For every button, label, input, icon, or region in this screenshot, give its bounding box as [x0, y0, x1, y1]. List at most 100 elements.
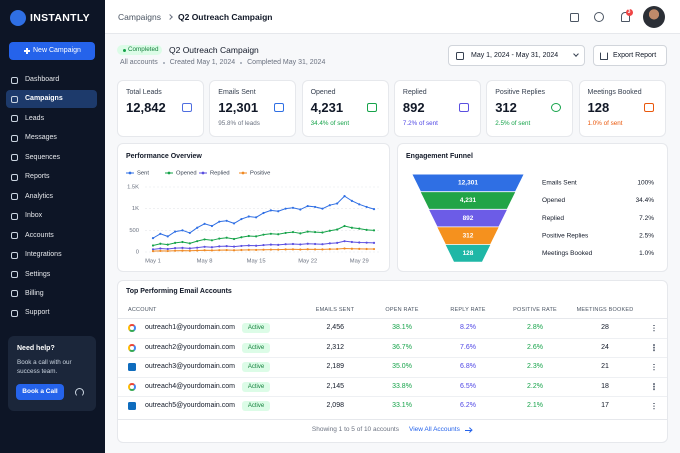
table-cell: 8.2% [460, 324, 476, 331]
nav-item[interactable]: Messages [25, 134, 57, 142]
data-point [365, 205, 368, 209]
logo-icon [10, 10, 26, 26]
table-cell: 2,312 [326, 343, 344, 351]
data-point [336, 202, 339, 205]
table-title: Top Performing Email Accounts [126, 288, 232, 295]
data-point [336, 228, 339, 231]
kpi-value: 312 [495, 100, 517, 115]
nav-item[interactable]: Leads [25, 114, 45, 122]
data-point [247, 244, 250, 247]
nav-item[interactable]: Sequences [25, 153, 61, 161]
kpi-icon [182, 102, 192, 112]
kpi-icon [643, 102, 654, 112]
gift-icon[interactable] [569, 12, 579, 22]
row-menu[interactable] [653, 324, 655, 327]
meta-item: All accounts [120, 59, 158, 66]
funnel-title: Engagement Funnel [406, 153, 473, 160]
headset-icon[interactable] [74, 387, 84, 397]
data-point [232, 237, 236, 241]
data-point [181, 240, 184, 244]
data-point [343, 247, 346, 250]
data-point [306, 242, 309, 245]
row-divider [118, 396, 667, 397]
header-divider [118, 318, 667, 319]
nav-item[interactable]: Reports [25, 173, 50, 181]
data-point [232, 245, 236, 248]
kpi-note: 95.8% of leads [218, 120, 260, 127]
row-menu[interactable] [653, 363, 655, 366]
nav-item[interactable]: Accounts [25, 231, 54, 239]
data-point [196, 249, 199, 252]
row-menu[interactable] [653, 344, 655, 346]
data-point [196, 246, 199, 249]
table-cell: 2,145 [326, 382, 344, 390]
nav-item[interactable]: Settings [25, 270, 51, 278]
bell-icon[interactable] [620, 12, 630, 22]
row-menu[interactable] [653, 402, 655, 405]
export-button[interactable] [593, 45, 667, 66]
data-point [336, 241, 339, 244]
kpi-value: 12,301 [218, 100, 259, 115]
avatar[interactable] [643, 6, 665, 28]
book-call-button[interactable] [16, 384, 64, 400]
nav-item[interactable]: Support [25, 309, 50, 317]
data-point [269, 232, 272, 235]
data-point [166, 247, 169, 251]
funnel-percent: 2.5% [639, 232, 654, 239]
x-tick-label: May 29 [350, 259, 369, 265]
nav-item[interactable]: Inbox [25, 212, 43, 220]
data-point [365, 241, 368, 244]
notification-badge [625, 8, 633, 16]
data-point [284, 231, 287, 235]
plus-v [26, 48, 28, 54]
nav-icon [11, 76, 18, 84]
data-point [225, 248, 228, 252]
data-point [247, 248, 250, 251]
data-point [299, 232, 302, 235]
kpi-value: 128 [587, 100, 610, 115]
row-menu[interactable] [653, 383, 655, 385]
status-label: Active [247, 344, 265, 351]
nav-item[interactable]: Analytics [25, 192, 54, 200]
new-campaign-button[interactable] [9, 42, 95, 60]
help-title: Need help? [17, 345, 55, 352]
data-point [313, 230, 317, 234]
status-pill [242, 401, 270, 411]
date-picker[interactable] [448, 45, 585, 66]
nav-item[interactable]: Integrations [25, 251, 62, 259]
nav-icon [11, 309, 18, 317]
data-point [196, 240, 199, 243]
data-point [343, 240, 346, 243]
date-range: May 1, 2024 - May 31, 2024 [471, 51, 559, 59]
data-point [225, 236, 228, 239]
calendar-icon [456, 51, 464, 60]
data-point [255, 235, 258, 238]
nav-item[interactable]: Billing [25, 289, 44, 297]
data-point [262, 248, 265, 251]
kpi-label: Opened [310, 89, 336, 96]
data-point [343, 195, 346, 198]
kpi-card [117, 80, 204, 137]
view-all-link[interactable]: View All Accounts [409, 426, 460, 433]
data-point [166, 249, 169, 253]
data-point [269, 209, 272, 212]
table-cell: 33.8% [392, 382, 412, 390]
help-icon[interactable] [594, 12, 604, 22]
data-point [240, 244, 243, 248]
data-point [159, 247, 162, 250]
data-point [321, 231, 324, 234]
link-arrow [465, 429, 471, 431]
nav-item[interactable]: Dashboard [25, 76, 60, 83]
nav-item[interactable]: Campaigns [25, 95, 63, 103]
data-point [240, 217, 243, 221]
data-point [218, 249, 221, 252]
funnel-label: Opened [542, 197, 566, 204]
data-point [181, 246, 184, 249]
data-point [174, 230, 177, 233]
status-dot [122, 48, 126, 52]
breadcrumb[interactable]: Campaigns [118, 12, 161, 22]
row-divider [118, 337, 667, 339]
data-point [232, 249, 236, 252]
funnel-stage [420, 192, 516, 209]
funnel-value: 892 [463, 215, 474, 222]
